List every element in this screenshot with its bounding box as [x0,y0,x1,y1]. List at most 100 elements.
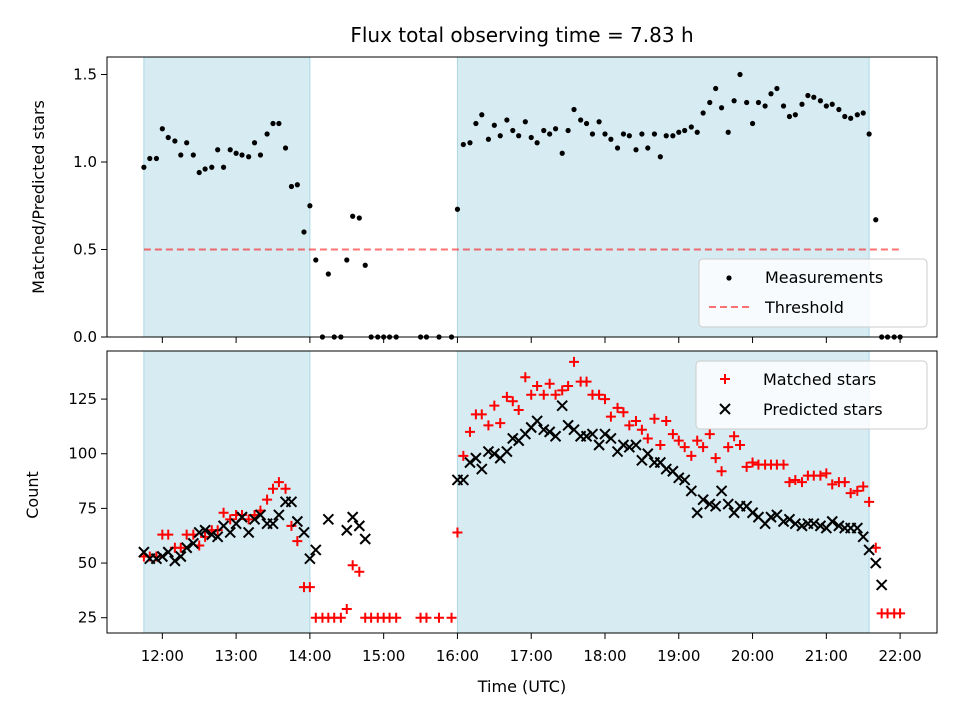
data-point [639,131,645,137]
matched-star-marker [262,494,273,505]
matched-star-marker [710,453,721,464]
matched-star-marker [513,405,524,416]
matched-star-marker [557,385,568,396]
data-point [534,140,540,146]
matched-star-marker [679,442,690,453]
x-tick-label: 12:00 [141,647,184,665]
predicted-star-marker [538,423,550,436]
matched-star-marker [815,470,826,481]
predicted-star-marker [482,445,495,458]
x-tick-label: 19:00 [657,647,700,665]
data-point [768,91,774,97]
matched-star-marker [446,612,457,623]
predicted-star-marker [162,546,174,558]
predicted-star-marker [248,513,261,526]
data-point [264,131,270,137]
predicted-star-marker [322,513,335,526]
data-point [239,152,245,158]
matched-star-marker [636,424,647,435]
data-point [713,85,719,92]
y-axis-label-ratio: Matched/Predicted stars [29,100,48,294]
predicted-star-marker [346,511,359,523]
predicted-star-marker [353,520,366,532]
predicted-star-marker [678,474,691,486]
data-point [817,98,824,104]
data-point [202,166,208,172]
data-point [645,145,651,151]
matched-star-marker [704,429,715,440]
legend-marker-matched [720,374,730,384]
data-point [251,140,258,146]
x-tick-label: 20:00 [731,647,774,665]
predicted-star-marker [765,511,777,523]
predicted-star-marker [722,498,734,510]
data-point [313,257,319,263]
predicted-star-marker [593,439,605,451]
matched-star-marker [655,440,666,450]
legend-label: Threshold [764,298,844,317]
matched-star-marker [581,376,592,387]
predicted-star-marker [617,439,630,451]
data-point [276,120,282,127]
predicted-star-marker [298,526,310,539]
data-point [356,215,362,221]
matched-star-marker [612,402,623,413]
predicted-star-marker [187,537,200,550]
matched-star-marker [784,477,795,488]
data-point [350,213,356,219]
matched-star-marker [225,514,236,525]
ratio-panel: 0.0 0.5 1.0 1.5 Measurements Threshold [73,56,938,346]
predicted-star-marker [833,520,845,532]
data-point [288,183,295,190]
data-point [209,164,215,170]
data-point [504,117,510,123]
data-point [596,119,602,125]
predicted-star-marker [470,452,482,464]
data-point [565,127,571,134]
data-point [744,99,750,106]
data-point [799,101,805,107]
data-point [737,71,743,78]
predicted-star-marker [777,515,790,528]
data-point [153,155,160,162]
matched-star-marker [796,477,807,488]
predicted-star-marker [814,520,827,532]
x-tick-label: 18:00 [583,647,626,665]
matched-star-marker [163,529,174,540]
matched-star-marker [630,415,641,426]
predicted-star-marker [562,419,574,432]
data-point [307,203,313,209]
data-point [860,110,866,116]
matched-star-marker [778,459,789,470]
matched-star-marker [538,389,549,400]
x-axis-label: Time (UTC) [477,677,566,696]
data-point [196,169,202,176]
legend-marker-measurements [726,275,732,281]
shaded-interval [143,350,311,634]
data-point [233,150,239,156]
matched-star-marker [212,525,223,536]
shaded-interval [143,56,311,338]
data-point [473,120,479,127]
predicted-star-marker [549,430,562,442]
data-point [774,85,780,92]
data-point [257,152,264,158]
data-point [541,127,547,134]
matched-star-marker [895,608,906,619]
data-point [780,103,787,109]
predicted-star-marker [796,520,808,532]
x-tick-label: 13:00 [214,647,257,665]
x-tick-label: 14:00 [288,647,331,665]
matched-star-marker [354,566,365,577]
data-point [325,271,331,277]
predicted-star-marker [242,526,255,539]
predicted-star-marker [304,552,316,565]
matched-star-marker [827,479,838,490]
predicted-star-marker [605,432,617,445]
data-point [786,113,793,120]
predicted-star-marker [199,524,211,536]
data-point [552,126,559,132]
axes-frame [106,350,938,634]
y-axis-label-count: Count [23,471,42,519]
